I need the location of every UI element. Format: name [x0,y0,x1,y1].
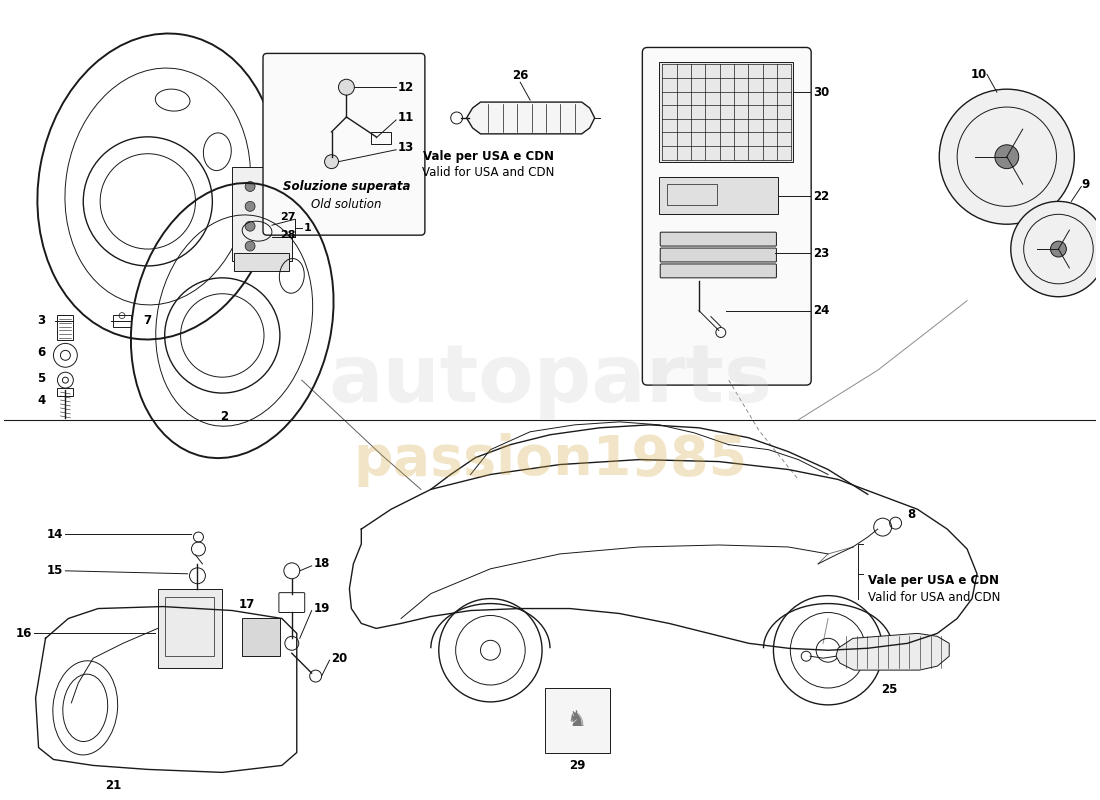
FancyBboxPatch shape [263,54,425,235]
Text: 5: 5 [37,372,45,385]
Text: 16: 16 [15,627,32,640]
Text: 27: 27 [279,212,296,222]
FancyBboxPatch shape [659,62,793,162]
Text: Soluzione superata: Soluzione superata [283,180,410,193]
FancyBboxPatch shape [157,589,222,668]
Text: 19: 19 [314,602,330,615]
Text: 10: 10 [970,68,987,81]
FancyBboxPatch shape [642,47,811,385]
Text: 29: 29 [569,759,585,773]
Circle shape [245,202,255,211]
Text: passion1985: passion1985 [353,433,747,486]
Text: 22: 22 [813,190,829,203]
Text: 26: 26 [512,70,528,82]
Text: 23: 23 [813,246,829,259]
Text: Vale per USA e CDN: Vale per USA e CDN [868,574,999,586]
Text: 21: 21 [104,779,121,792]
FancyBboxPatch shape [660,232,777,246]
Text: 15: 15 [47,564,64,578]
Text: 18: 18 [314,558,330,570]
Circle shape [339,79,354,95]
FancyBboxPatch shape [660,264,777,278]
Text: 2: 2 [220,410,229,423]
Text: 11: 11 [398,111,415,125]
Polygon shape [466,102,595,134]
Text: 12: 12 [398,81,415,94]
Text: ♞: ♞ [566,710,586,730]
Text: 8: 8 [908,508,915,521]
Text: 1: 1 [304,223,311,234]
FancyBboxPatch shape [544,688,609,753]
Circle shape [1011,202,1100,297]
Circle shape [245,241,255,251]
Text: 20: 20 [331,652,348,665]
FancyBboxPatch shape [232,166,292,261]
Polygon shape [836,634,949,670]
Text: Valid for USA and CDN: Valid for USA and CDN [868,590,1000,604]
Text: 9: 9 [1081,178,1089,191]
Text: 24: 24 [813,304,829,317]
Text: 28: 28 [279,230,296,240]
Text: 3: 3 [37,314,45,327]
Text: autoparts: autoparts [328,341,772,419]
Text: 6: 6 [37,346,45,359]
Text: 4: 4 [37,394,45,406]
Circle shape [245,222,255,231]
FancyBboxPatch shape [659,177,779,214]
Text: Old solution: Old solution [311,198,382,211]
Text: 25: 25 [881,683,898,696]
FancyBboxPatch shape [242,618,279,656]
Text: 7: 7 [143,314,151,327]
Circle shape [1050,241,1066,257]
Circle shape [939,89,1075,224]
Text: 30: 30 [813,86,829,98]
Text: 14: 14 [47,527,64,541]
Text: 13: 13 [398,142,415,154]
Circle shape [994,145,1019,169]
Text: 17: 17 [239,598,255,610]
Text: Valid for USA and CDN: Valid for USA and CDN [422,166,554,178]
FancyBboxPatch shape [234,253,289,271]
FancyBboxPatch shape [660,248,777,262]
Circle shape [245,182,255,191]
Circle shape [324,154,339,169]
Text: Vale per USA e CDN: Vale per USA e CDN [422,150,554,162]
